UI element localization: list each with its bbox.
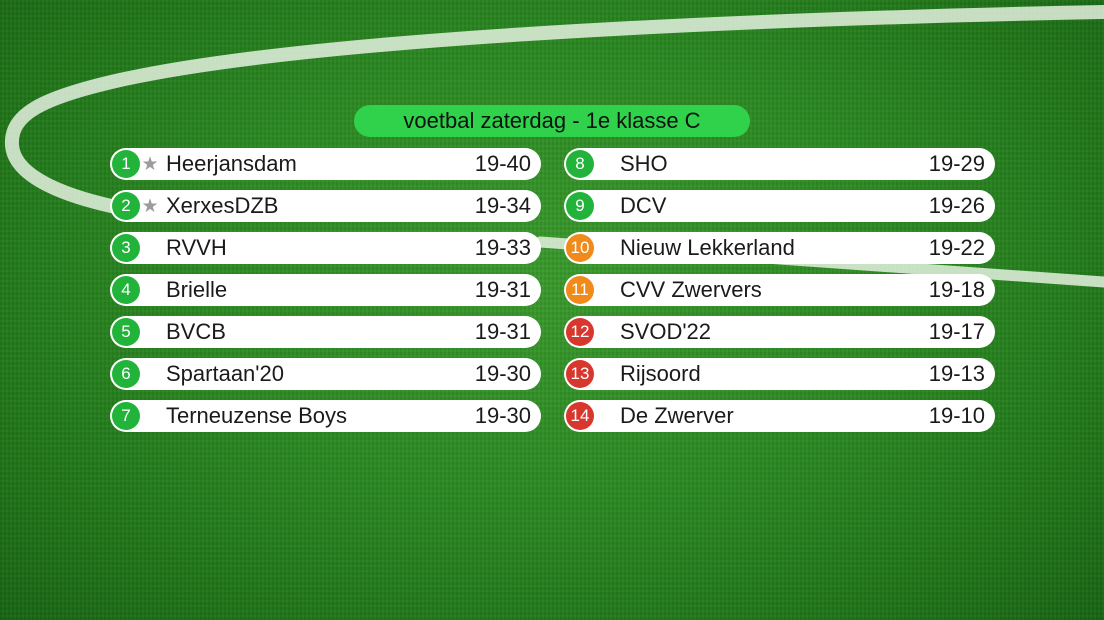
standings-row: 4 Brielle 19-31	[110, 274, 541, 306]
standings-row: 2 ★ XerxesDZB 19-34	[110, 190, 541, 222]
rank-badge: 8	[566, 150, 594, 178]
standings-row: 1 ★ Heerjansdam 19-40	[110, 148, 541, 180]
team-score: 19-30	[474, 361, 531, 386]
rank-badge: 2	[112, 192, 140, 220]
team-name: Spartaan'20	[166, 361, 284, 386]
team-score: 19-40	[474, 151, 531, 176]
standings-row: 9 DCV 19-26	[564, 190, 995, 222]
team-name: BVCB	[166, 319, 226, 344]
rank-badge: 3	[112, 234, 140, 262]
team-name: XerxesDZB	[166, 193, 279, 218]
team-score: 19-31	[474, 319, 531, 344]
team-name: Terneuzense Boys	[166, 403, 347, 428]
rank-badge: 14	[566, 402, 594, 430]
rank-badge: 7	[112, 402, 140, 430]
team-name: Heerjansdam	[166, 151, 297, 176]
team-score: 19-31	[474, 277, 531, 302]
team-name: SHO	[620, 151, 668, 176]
team-name: Rijsoord	[620, 361, 701, 386]
standings-row: 11 CVV Zwervers 19-18	[564, 274, 995, 306]
rank-badge: 5	[112, 318, 140, 346]
team-name: DCV	[620, 193, 667, 218]
team-name: CVV Zwervers	[620, 277, 762, 302]
team-score: 19-17	[928, 319, 985, 344]
team-score: 19-13	[928, 361, 985, 386]
team-name: Brielle	[166, 277, 228, 302]
rank-badge: 10	[566, 234, 594, 262]
star-icon: ★	[141, 196, 159, 217]
team-score: 19-10	[928, 403, 985, 428]
rank-badge: 11	[566, 276, 594, 304]
team-score: 19-29	[928, 151, 985, 176]
star-icon: ★	[141, 154, 159, 175]
team-score: 19-30	[474, 403, 531, 428]
team-score: 19-34	[474, 193, 531, 218]
rank-badge: 6	[112, 360, 140, 388]
rank-badge: 4	[112, 276, 140, 304]
standings-row: 5 BVCB 19-31	[110, 316, 541, 348]
team-score: 19-18	[928, 277, 985, 302]
team-name: SVOD'22	[620, 319, 712, 344]
standings-row: 12 SVOD'22 19-17	[564, 316, 995, 348]
team-name: De Zwerver	[620, 403, 734, 428]
team-score: 19-26	[928, 193, 985, 218]
standings-row: 7 Terneuzense Boys 19-30	[110, 400, 541, 432]
rank-badge: 9	[566, 192, 594, 220]
standings-row: 14 De Zwerver 19-10	[564, 400, 995, 432]
rank-badge: 1	[112, 150, 140, 178]
team-name: RVVH	[166, 235, 227, 260]
standings-row: 13 Rijsoord 19-13	[564, 358, 995, 390]
standings-row: 6 Spartaan'20 19-30	[110, 358, 541, 390]
league-title: voetbal zaterdag - 1e klasse C	[354, 105, 750, 137]
standings-row: 8 SHO 19-29	[564, 148, 995, 180]
rank-badge: 13	[566, 360, 594, 388]
team-score: 19-33	[474, 235, 531, 260]
standings-row: 10 Nieuw Lekkerland 19-22	[564, 232, 995, 264]
team-name: Nieuw Lekkerland	[620, 235, 795, 260]
rank-badge: 12	[566, 318, 594, 346]
team-score: 19-22	[928, 235, 985, 260]
standings-row: 3 RVVH 19-33	[110, 232, 541, 264]
